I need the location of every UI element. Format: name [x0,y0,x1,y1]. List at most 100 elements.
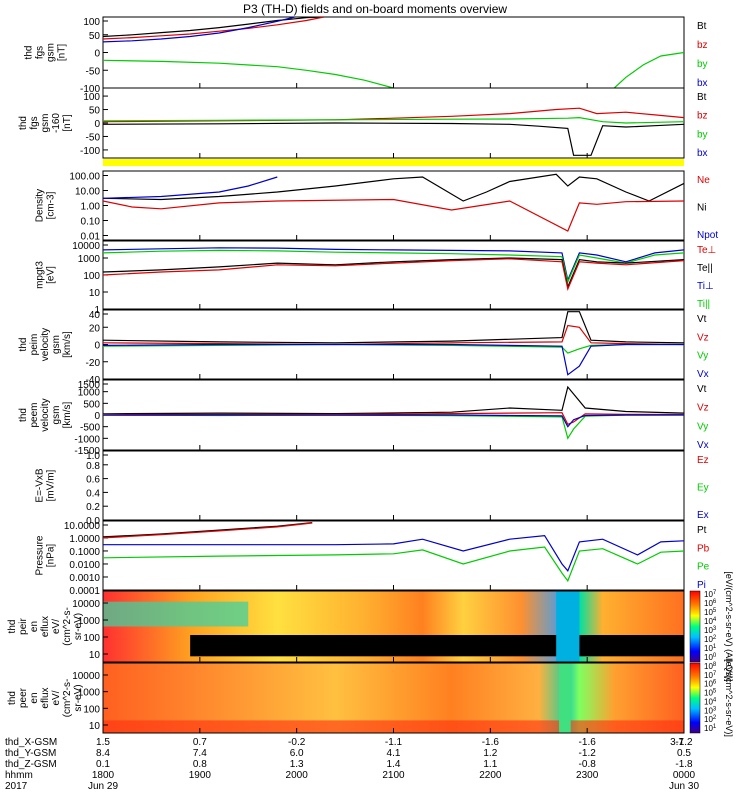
temperature-series-Ti⊥ [103,247,684,283]
fgs-reduced-ylabel: thd [18,116,29,130]
electron-eflux-colorbar-tick: 103 [704,706,717,715]
xaxis-row-label: thd_Z-GSM [5,759,57,770]
electron-eflux-ylabel: eV/ [51,690,62,705]
electron-velocity-ytick-label: -1000 [74,434,100,445]
ion-eflux-ytick-label: 10 [89,650,101,661]
xaxis-value: 1800 [92,770,115,781]
electron-velocity-legend-Vx: Vx [697,440,709,451]
electron-velocity-series-Vx [103,414,684,428]
fgs-series-by [103,59,394,88]
ion-eflux-colorbar-tick: 105 [704,608,717,617]
ion-eflux-ytick-label: 100 [83,633,100,644]
temperature-legend-Ti||: Ti|| [697,299,710,310]
efield-ytick-label: 0.8 [86,461,100,472]
fgs-reduced-ylabel: [nT] [62,114,73,131]
ion-eflux-colorbar-tick: 103 [704,626,717,635]
fgs-series-by [613,51,684,88]
electron-velocity-series-Vz [103,412,684,426]
ion-eflux-colorbar-tick: 106 [704,599,717,608]
electron-eflux-colorbar-exponent: 1 [713,724,717,730]
ion-velocity-ytick-label: -20 [86,358,101,369]
density-ytick-label: 1.00 [81,202,101,213]
electron-eflux-colorbar-tick: 105 [704,689,717,698]
fgs-reduced-legend-bx: bx [697,148,708,159]
ion-velocity-ytick-label: 40 [89,310,101,321]
xaxis-value: 3.7 [670,737,684,748]
fgs-ylabel: fgs [35,46,46,59]
xaxis-value: 2100 [382,770,405,781]
electron-eflux-colorbar-tick: 102 [704,715,717,724]
electron-velocity-ylabel: [km/s] [62,401,73,428]
fgs-ylabel: thd [24,46,35,60]
temperature-series-Te|| [103,257,684,289]
density-legend-Ni: Ni [697,203,706,214]
ion-eflux-colorbar-exponent: 2 [713,635,717,641]
electron-eflux-ylabel: eflux [40,687,51,708]
electron-eflux-colorbar-tick: 101 [704,724,717,733]
electron-velocity-legend-Vy: Vy [697,421,708,432]
fgs-reduced-series-by [103,116,684,124]
electron-velocity-legend-Vz: Vz [697,403,709,414]
fgs-ylabel: gsm [46,43,57,62]
pressure-legend-Pb: Pb [697,543,710,554]
ion-eflux-colorbar [689,590,701,663]
ion-velocity-legend-Vz: Vz [697,332,709,343]
electron-eflux-ylabel: peer [18,687,29,708]
fgs-legend-Bt: Bt [697,21,707,32]
fgs-reduced-ytick-label: 0 [94,119,100,130]
ion-eflux-colorbar-tick: 107 [704,590,717,599]
ion-eflux-ylabel: eflux [40,616,51,637]
electron-velocity-ylabel: thd [18,408,29,422]
fgs-legend-bx: bx [697,78,708,89]
xaxis-value: -1.6 [579,737,597,748]
electron-eflux-colorbar-tick: 108 [704,662,717,671]
temperature-series-Ti|| [103,249,684,284]
xaxis-value: -0.2 [288,737,306,748]
ion-eflux-crossing [556,591,580,662]
electron-eflux-crossing [559,663,571,733]
xaxis-value: -1.2 [675,737,693,748]
fgs-reduced-legend-by: by [697,129,708,140]
xaxis-value: 1900 [189,770,212,781]
ion-velocity-ylabel: gsm [51,335,62,354]
ion-velocity-series-Vt [103,311,684,344]
ion-eflux-ylabel: (cm^2-s- [62,607,73,646]
xaxis-value: Jun 29 [88,781,118,792]
ion-velocity-ytick-label: 0 [94,341,100,352]
ion-eflux-ytick-label: 1000 [78,616,101,627]
electron-velocity-ytick-label: 1000 [78,388,101,399]
fgs-ytick-label: -50 [86,66,101,77]
fgs-reduced-legend-Bt: Bt [697,92,707,103]
ion-eflux-colorbar-exponent: 6 [713,599,717,605]
electron-velocity-series-Vy [103,414,684,440]
fgs-reduced-ylabel: gsm [40,114,51,133]
ion-eflux-ylabel: peir [18,617,29,634]
electron-velocity-ytick-label: -1500 [74,446,100,457]
ion-eflux-patch [103,601,249,627]
ion-velocity-series-Vx [103,343,684,376]
fgs-frame [102,16,685,89]
xaxis-value: -0.8 [579,759,597,770]
electron-eflux-colorbar-tick: 106 [704,680,717,689]
electron-eflux-colorbar [689,662,701,734]
fgs-ytick-label: 0 [94,49,100,60]
xaxis-row-label: thd_Y-GSM [5,748,56,759]
electron-eflux-ytick-label: 1000 [78,688,101,699]
electron-eflux-colorbar-exponent: 4 [713,697,717,703]
efield-ytick-label: 1.0 [86,451,100,462]
electron-velocity-ytick-label: 500 [83,399,100,410]
pressure-ytick-label: 0.0010 [69,573,100,584]
density-series-Ni [103,173,684,202]
xaxis-row-label: 2017 [5,781,28,792]
temperature-legend-Te⊥: Te⊥ [697,245,716,256]
efield-legend-Ey: Ey [697,483,709,494]
electron-eflux-ylabel: en [29,692,40,703]
fgs-series-bz [103,17,324,40]
fgs-ytick-label: 100 [83,17,100,28]
electron-eflux-ytick-label: 100 [83,704,100,715]
efield-legend-Ez: Ez [697,455,709,466]
density-ytick-label: 0.01 [81,231,101,242]
xaxis-value: 7.4 [193,748,207,759]
density-ylabel: [cm-3] [46,191,57,219]
